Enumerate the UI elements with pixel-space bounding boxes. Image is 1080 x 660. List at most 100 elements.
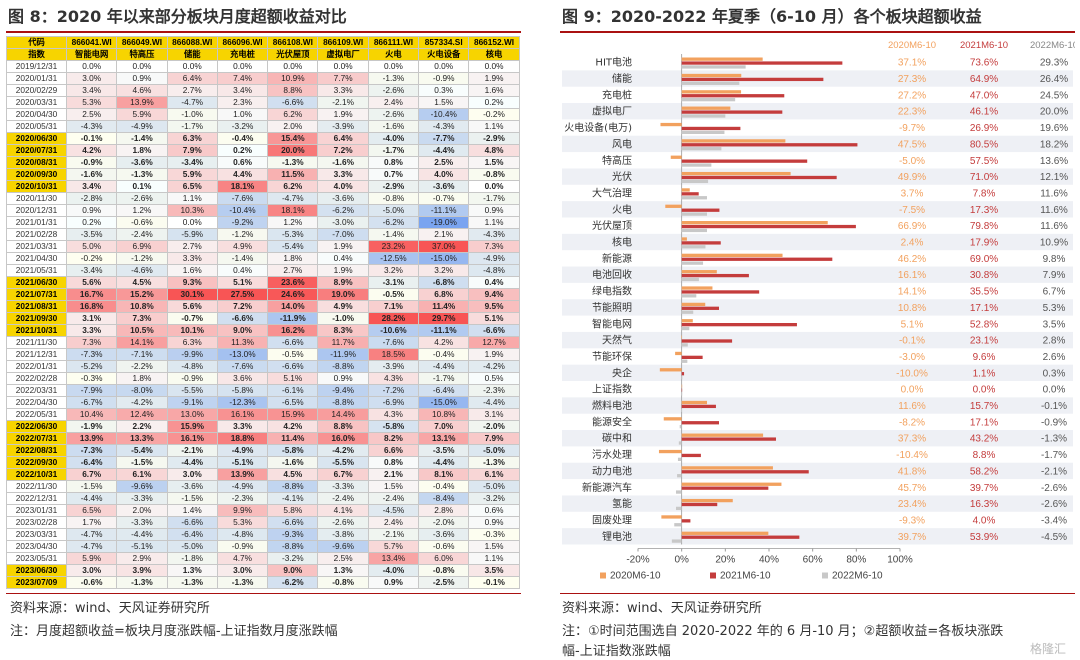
table-cell: 4.0%: [317, 180, 369, 193]
bar-2022M6-10: [681, 65, 746, 69]
table-cell: 5.0%: [65, 240, 118, 253]
row-date: 2023/06/30: [6, 564, 67, 577]
table-cell: 3.3%: [317, 84, 369, 97]
table-cell: 0.0%: [166, 60, 218, 73]
table-cell: -11.1%: [418, 204, 470, 217]
bar-2022M6-10: [681, 261, 704, 265]
table-cell: 3.6%: [216, 372, 269, 385]
table-cell: 0.4%: [468, 276, 520, 289]
table-cell: -1.6%: [267, 456, 319, 469]
table-cell: -8.4%: [418, 492, 470, 505]
table-cell: -2.6%: [317, 516, 369, 529]
bar-2022M6-10: [681, 114, 726, 118]
table-cell: 4.2%: [418, 336, 470, 349]
bar-2022M6-10: [681, 98, 736, 102]
row-date: 2022/03/31: [6, 384, 67, 397]
bar-2021M6-10: [681, 453, 701, 458]
table-cell: 2.0%: [116, 504, 168, 517]
table-cell: 6.2%: [267, 180, 319, 193]
table-cell: -0.8%: [317, 576, 369, 589]
data-label: 22.3%: [898, 107, 926, 118]
table-cell: -4.7%: [65, 528, 118, 541]
table-cell: 5.6%: [166, 300, 218, 313]
row-date: 2021/03/31: [6, 240, 67, 253]
column-code: 866109.WI: [317, 36, 369, 49]
table-cell: 11.4%: [418, 300, 470, 313]
data-label: 37.3%: [898, 434, 926, 445]
table-cell: -1.6%: [317, 156, 369, 169]
data-label: 17.3%: [970, 205, 998, 216]
table-cell: -5.5%: [166, 384, 218, 397]
row-date: 2020/01/31: [6, 72, 67, 85]
table-cell: 2.9%: [116, 552, 168, 565]
table-row: 2021/06/30 5.6% 4.5% 9.3% 5.1% 23.6% 8.9% -3.1%…: [6, 276, 520, 289]
table-cell: -5.4%: [267, 240, 319, 253]
table-cell: -1.3%: [116, 168, 168, 181]
table-cell: -1.3%: [468, 456, 520, 469]
table-row: 2021/12/31 -7.3% -7.1% -9.9% -13.0% -0.5% -11.…: [6, 348, 520, 361]
table-cell: -0.1%: [65, 132, 118, 145]
table-cell: -4.4%: [116, 528, 168, 541]
table-cell: 1.1%: [468, 120, 520, 133]
category-label: 虚拟电厂: [592, 105, 632, 118]
table-cell: -1.9%: [65, 420, 118, 433]
bar-2020M6-10: [681, 498, 733, 503]
bar-2022M6-10: [678, 441, 682, 445]
bar-2020M6-10: [681, 57, 763, 61]
table-cell: 13.9%: [65, 432, 118, 445]
table-cell: -3.4%: [65, 264, 118, 277]
column-code: 866088.WI: [166, 36, 218, 49]
table-cell: -0.4%: [216, 132, 269, 145]
table-cell: 4.6%: [116, 84, 168, 97]
table-cell: 2.3%: [216, 96, 269, 109]
table-cell: -1.2%: [116, 252, 168, 265]
table-cell: -4.9%: [116, 120, 168, 133]
table-cell: 4.3%: [367, 408, 420, 421]
table-cell: -3.3%: [116, 516, 168, 529]
table-row: 2021/05/31 -3.4% -4.6% 1.6% 0.4% 2.7% 1.9% 3.2%…: [6, 264, 520, 277]
data-label: -2.6%: [1041, 483, 1067, 494]
bar-2020M6-10: [681, 90, 742, 94]
data-label: 0.0%: [901, 385, 924, 396]
table-cell: -1.0%: [166, 108, 218, 121]
table-cell: -4.2%: [468, 360, 520, 373]
table-cell: 4.5%: [267, 468, 319, 481]
data-label: 29.3%: [1040, 58, 1068, 69]
table-cell: 1.3%: [317, 564, 369, 577]
bar-2021M6-10: [681, 61, 843, 65]
data-label: -10.4%: [896, 450, 928, 461]
table-cell: -1.3%: [216, 576, 269, 589]
table-cell: -7.7%: [418, 132, 470, 145]
data-label: 79.8%: [970, 221, 998, 232]
table-cell: 10.8%: [418, 408, 470, 421]
table-cell: -4.7%: [65, 540, 118, 553]
data-label: 3.7%: [901, 188, 924, 199]
data-label: 47.5%: [898, 139, 926, 150]
data-label: 71.0%: [970, 172, 998, 183]
data-label: -7.5%: [899, 205, 925, 216]
row-date: 2020/03/31: [6, 96, 67, 109]
data-label: -9.3%: [899, 515, 925, 526]
table-cell: -1.8%: [166, 552, 218, 565]
table-cell: -3.5%: [418, 444, 470, 457]
table-cell: 2.1%: [367, 468, 420, 481]
table-cell: 8.8%: [317, 420, 369, 433]
data-label: 11.6%: [1040, 205, 1068, 216]
row-date: 2023/03/31: [6, 528, 67, 541]
table-cell: 0.2%: [65, 216, 118, 229]
table-row: 2020/11/30 -2.8% -2.6% 1.1% -7.6% -4.7% -3.6% -…: [6, 192, 520, 205]
table-cell: 6.4%: [317, 132, 369, 145]
table-cell: 1.2%: [116, 204, 168, 217]
right-figure-title: 图 9：2020-2022 年夏季（6-10 月）各个板块超额收益: [562, 7, 982, 26]
row-date: 2021/07/31: [6, 288, 67, 301]
table-cell: -4.3%: [468, 228, 520, 241]
legend-label: 2021M6-10: [720, 571, 771, 582]
bar-2020M6-10: [681, 335, 682, 339]
table-cell: -1.2%: [216, 228, 269, 241]
column-code: 866041.WI: [65, 36, 118, 49]
table-cell: -3.2%: [267, 552, 319, 565]
table-cell: 3.3%: [317, 168, 369, 181]
bar-2022M6-10: [681, 375, 683, 380]
table-cell: 13.4%: [367, 552, 420, 565]
table-cell: -5.1%: [116, 540, 168, 553]
